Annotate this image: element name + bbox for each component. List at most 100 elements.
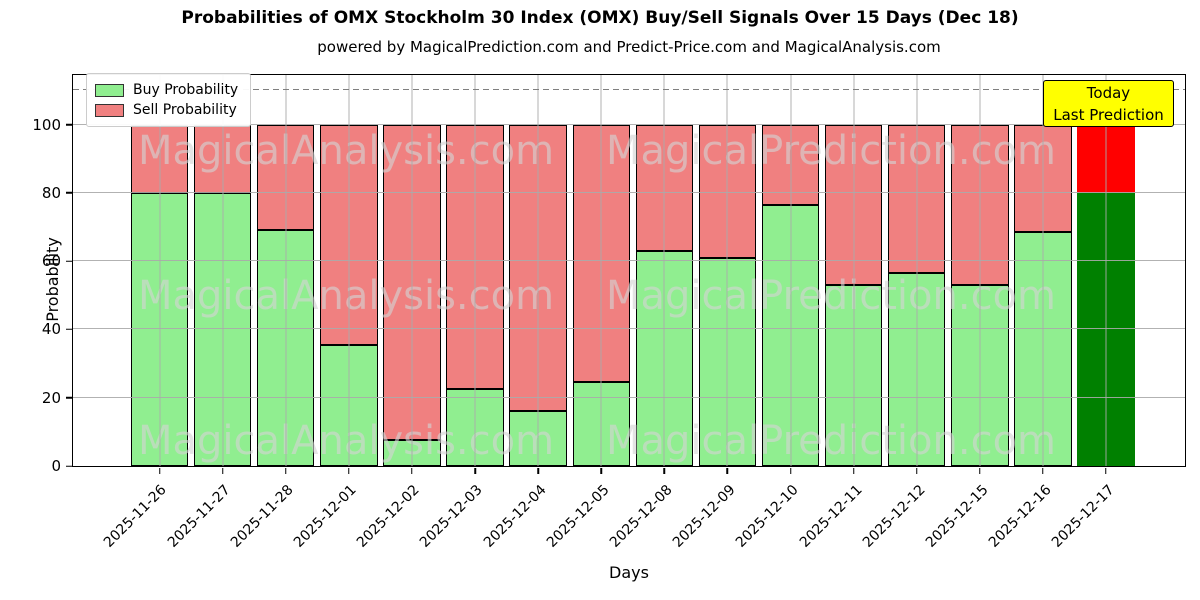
- chart-subtitle: powered by MagicalPrediction.com and Pre…: [317, 38, 941, 56]
- y-tick-label: 80: [41, 183, 61, 202]
- x-tick-mark: [285, 468, 287, 474]
- y-tick-label: 100: [32, 115, 61, 134]
- bar-slot: [822, 75, 885, 474]
- bar-slot: [570, 75, 633, 474]
- v-gridline: [222, 75, 224, 466]
- x-tick-mark: [1105, 468, 1107, 474]
- today-annotation: Today Last Prediction: [1043, 80, 1174, 127]
- v-gridline: [348, 75, 350, 466]
- x-tick-label: 2025-12-10: [733, 482, 803, 551]
- dashed-threshold-line: [73, 88, 1185, 91]
- bar-slot: [885, 75, 948, 474]
- x-tick-label: 2025-12-16: [986, 482, 1055, 551]
- x-tick-label: 2025-12-04: [480, 482, 550, 551]
- v-gridline: [979, 75, 981, 466]
- x-tick-mark: [221, 468, 224, 474]
- h-gridline: [73, 260, 1185, 262]
- y-tick-mark: [66, 328, 72, 331]
- bar-slot: [128, 75, 191, 474]
- x-tick-mark: [789, 468, 792, 474]
- y-tick-label: 60: [41, 252, 61, 271]
- annotation-line-2: Last Prediction: [1053, 106, 1164, 124]
- x-tick-mark: [852, 468, 855, 474]
- x-tick-mark: [158, 468, 161, 474]
- legend-swatch: [95, 103, 124, 117]
- watermark-prediction: MagicalPrediction.com: [606, 418, 1056, 464]
- y-tick-label: 40: [41, 320, 61, 339]
- v-gridline: [1105, 75, 1107, 466]
- y-tick-mark: [66, 465, 72, 467]
- y-tick-mark: [66, 192, 72, 194]
- bar-slot: [633, 75, 696, 474]
- v-gridline: [853, 75, 855, 466]
- legend-label: Sell Probability: [133, 102, 237, 118]
- bar-slot: [317, 75, 380, 474]
- bar-slot: [948, 75, 1011, 474]
- x-tick-label: 2025-12-12: [859, 482, 929, 551]
- bar-slot: [380, 75, 443, 474]
- legend-item: Buy Probability: [95, 80, 238, 100]
- h-gridline: [73, 328, 1185, 330]
- y-tick-mark: [66, 123, 72, 126]
- x-tick-mark: [663, 468, 666, 474]
- bar-slot: [254, 75, 317, 474]
- x-tick-label: 2025-11-27: [164, 482, 234, 551]
- chart-title: Probabilities of OMX Stockholm 30 Index …: [181, 8, 1019, 28]
- x-tick-mark: [726, 468, 729, 474]
- legend: Buy Probability Sell Probability: [86, 73, 252, 127]
- bar-slot: [1074, 75, 1137, 474]
- h-gridline: [73, 396, 1185, 398]
- y-tick-label: 0: [51, 457, 61, 475]
- watermark-analysis: MagicalAnalysis.com: [137, 128, 555, 174]
- watermark-analysis: MagicalAnalysis.com: [137, 273, 555, 319]
- v-gridline: [411, 75, 413, 466]
- x-tick-mark: [1042, 468, 1044, 474]
- bar-slot: [507, 75, 570, 474]
- x-tick-label: 2025-12-15: [922, 482, 992, 551]
- legend-label: Buy Probability: [133, 82, 239, 98]
- v-gridline: [663, 75, 665, 466]
- y-tick-label: 20: [41, 388, 61, 407]
- x-tick-mark: [537, 468, 539, 474]
- v-gridline: [474, 75, 476, 466]
- legend-swatch: [95, 83, 124, 97]
- watermark-analysis: MagicalAnalysis.com: [137, 418, 555, 464]
- bar-slot: [1011, 75, 1074, 474]
- x-tick-label: 2025-12-05: [543, 482, 613, 551]
- x-tick-mark: [915, 468, 918, 474]
- bars-layer: [73, 75, 1185, 474]
- bar-slot: [696, 75, 759, 474]
- legend-item: Sell Probability: [95, 100, 238, 120]
- h-gridline: [73, 191, 1185, 193]
- x-tick-label: 2025-12-01: [290, 482, 360, 551]
- x-tick-label: 2025-12-11: [796, 482, 866, 551]
- v-gridline: [790, 75, 792, 466]
- bar-slot: [759, 75, 822, 474]
- bar-slot: [191, 75, 254, 474]
- v-gridline: [537, 75, 539, 466]
- x-tick-label: 2025-12-08: [606, 482, 676, 551]
- annotation-line-1: Today: [1086, 84, 1131, 102]
- x-tick-labels: 2025-11-26 2025-11-27 2025-11-28 2025-12-01…: [72, 476, 1186, 576]
- x-tick-mark: [411, 468, 413, 474]
- h-gridline: [73, 123, 1185, 125]
- x-tick-label: 2025-12-17: [1049, 482, 1119, 551]
- v-gridline: [1042, 75, 1044, 466]
- v-gridline: [600, 75, 602, 466]
- plot-area: Buy Probability Sell Probability Today La…: [32, 73, 1186, 475]
- x-axis-label: Days: [609, 563, 649, 582]
- x-tick-mark: [600, 468, 602, 474]
- x-tick-mark: [348, 468, 350, 474]
- v-gridline: [916, 75, 918, 466]
- x-tick-label: 2025-12-03: [417, 482, 487, 551]
- x-tick-mark: [474, 468, 476, 474]
- watermark-prediction: MagicalPrediction.com: [606, 128, 1056, 174]
- x-tick-label: 2025-11-28: [227, 482, 297, 551]
- v-gridline: [285, 75, 287, 466]
- x-tick-mark: [979, 468, 981, 474]
- y-tick-mark: [66, 396, 72, 399]
- x-tick-label: 2025-12-09: [670, 482, 739, 551]
- v-gridline: [159, 75, 161, 466]
- v-gridline: [726, 75, 728, 466]
